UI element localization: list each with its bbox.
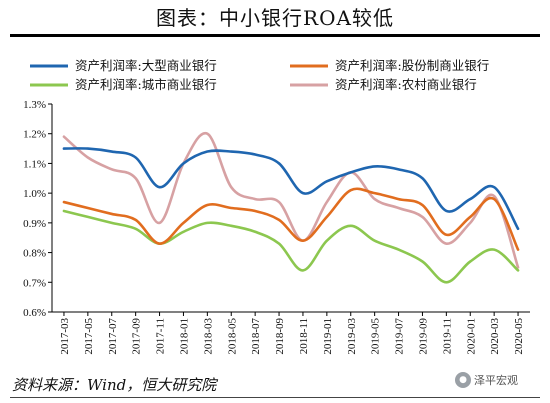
source-note: 资料来源：Wind，恒大研究院 — [12, 376, 217, 394]
x-tick-label: 2017-11 — [155, 318, 167, 354]
x-tick-label: 2017-07 — [107, 318, 119, 355]
x-tick-label: 2020-05 — [513, 318, 525, 355]
y-tick-label: 1.1% — [23, 158, 46, 170]
y-tick-label: 0.9% — [23, 218, 46, 230]
series-line — [62, 147, 520, 231]
legend-label: 资产利润率:大型商业银行 — [75, 58, 217, 73]
x-tick-label: 2018-03 — [202, 318, 214, 355]
bottom-rule — [10, 397, 540, 398]
x-tick-label: 2019-01 — [322, 318, 334, 355]
wechat-icon: ● — [455, 372, 471, 388]
y-tick-label: 1.0% — [23, 188, 46, 200]
x-tick-label: 2018-07 — [250, 318, 262, 355]
watermark-label: 泽平宏观 — [474, 374, 518, 387]
series-line — [62, 209, 520, 284]
chart-title: 图表：中小银行ROA较低 — [156, 6, 394, 30]
axes: 0.6% 0.7% 0.8% 0.9% 1.0% 1.1% 1.2% 1.3% 2017-03 2… — [23, 99, 530, 355]
y-tick-label: 0.7% — [23, 277, 46, 289]
watermark: ● 泽平宏观 — [455, 372, 518, 388]
x-tick-label: 2019-07 — [394, 318, 406, 355]
x-tick-label: 2017-09 — [131, 318, 143, 355]
legend-label: 资产利润率:农村商业银行 — [335, 77, 477, 92]
series-lines — [62, 131, 520, 284]
x-tick-label: 2019-11 — [441, 318, 453, 354]
x-tick-label: 2020-03 — [489, 318, 501, 355]
x-tick-label: 2020-01 — [465, 318, 477, 355]
series-line — [62, 131, 520, 269]
x-tick-label: 2019-05 — [370, 318, 382, 355]
y-tick-label: 1.3% — [23, 99, 46, 111]
x-tick-label: 2018-05 — [226, 318, 238, 355]
y-tick-label: 1.2% — [23, 129, 46, 141]
title-underline — [10, 34, 540, 37]
x-tick-label: 2019-03 — [346, 318, 358, 355]
x-tick-label: 2018-01 — [178, 318, 190, 355]
y-tick-label: 0.6% — [23, 307, 46, 319]
x-tick-label: 2018-11 — [298, 318, 310, 354]
x-tick-label: 2019-09 — [417, 318, 429, 355]
legend-label: 资产利润率:城市商业银行 — [75, 77, 217, 92]
y-tick-label: 0.8% — [23, 248, 46, 260]
x-tick-label: 2017-03 — [59, 318, 71, 355]
x-tick-label: 2018-09 — [274, 318, 286, 355]
x-tick-label: 2017-05 — [83, 318, 95, 355]
legend-label: 资产利润率:股份制商业银行 — [335, 58, 489, 73]
series-line — [62, 187, 520, 251]
